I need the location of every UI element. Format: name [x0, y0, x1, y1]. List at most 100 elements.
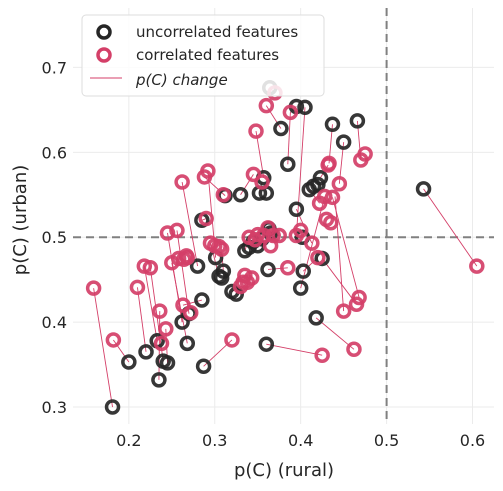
legend-marker-uncorrelated [96, 24, 112, 40]
correlated-point-7 [158, 321, 174, 337]
change-line-13 [201, 218, 207, 221]
x-tick-label-0: 0.2 [116, 431, 141, 450]
correlated-point-32 [243, 270, 260, 286]
y-tick-label-3: 0.6 [42, 143, 67, 162]
uncorrelated-point-1 [121, 354, 137, 370]
change-line-25 [266, 343, 323, 356]
uncorrelated-point-31 [260, 261, 276, 278]
change-line-0 [93, 288, 113, 408]
x-tick-label-4: 0.6 [460, 431, 485, 450]
correlated-point-0 [85, 280, 102, 296]
x-axis-label: p(C) (rural) [234, 460, 334, 481]
change-line-11 [182, 299, 202, 306]
correlated-point-60 [335, 303, 352, 319]
change-line-4 [143, 266, 158, 341]
uncorrelated-point-0 [104, 399, 121, 415]
tick-labels: 0.2 0.3 0.4 0.5 0.6 0.3 0.4 0.5 0.6 0.7 [42, 58, 486, 450]
uncorrelated-point-52 [415, 181, 432, 197]
correlated-point-33 [245, 166, 262, 183]
correlated-point-13 [175, 297, 191, 313]
correlated-point-20 [200, 163, 216, 179]
uncorrelated-point-45 [308, 310, 324, 326]
uncorrelated-point-10 [189, 258, 206, 274]
change-line-46 [332, 197, 360, 298]
change-lines [93, 87, 478, 408]
correlated-point-6 [153, 335, 170, 352]
uncorrelated-point-51 [349, 113, 366, 129]
uncorrelated-point-50 [335, 134, 352, 150]
change-line-38 [315, 317, 355, 350]
correlated-point-66 [469, 258, 485, 274]
change-line-26 [267, 267, 288, 270]
correlated-point-58 [324, 189, 341, 206]
correlated-point-26 [224, 332, 240, 348]
correlated-point-44 [271, 227, 287, 244]
change-line-44 [423, 188, 478, 267]
correlated-point-57 [323, 215, 339, 231]
uncorrelated-point-3 [151, 372, 167, 388]
y-tick-label-2: 0.5 [42, 228, 67, 247]
legend-box [81, 14, 325, 97]
x-tick-label-2: 0.4 [288, 431, 313, 450]
correlated-point-61 [346, 341, 362, 358]
correlated-point-5 [152, 303, 168, 319]
uncorrelated-point-12 [195, 358, 212, 375]
uncorrelated-point-21 [232, 187, 249, 203]
correlated-point-16 [179, 249, 196, 266]
uncorrelated-point-2 [138, 344, 154, 360]
correlated-point-63 [351, 289, 367, 306]
uncorrelated-point-35 [273, 120, 289, 137]
uncorrelated-point-16 [213, 270, 230, 286]
change-line-10 [181, 181, 199, 267]
legend-label-change: p(C) change [135, 71, 228, 89]
uncorrelated-point-47 [312, 170, 329, 186]
x-tick-label-3: 0.5 [374, 431, 399, 450]
legend-marker-correlated [96, 47, 112, 63]
correlated-point-48 [292, 222, 309, 239]
correlated-point-36 [249, 226, 266, 243]
legend-label-uncorrelated: uncorrelated features [136, 23, 298, 41]
legend: uncorrelated features correlated feature… [81, 14, 325, 97]
correlated-point-37 [254, 174, 270, 190]
change-line-40 [321, 258, 357, 305]
correlated-point-17 [182, 305, 199, 321]
correlated-point-42 [265, 227, 281, 244]
y-tick-label-1: 0.4 [42, 313, 67, 332]
correlated-point-65 [357, 146, 373, 162]
legend-label-correlated: correlated features [136, 46, 279, 64]
correlated-point-49 [304, 235, 320, 251]
change-line-31 [287, 112, 291, 165]
y-tick-label-0: 0.3 [42, 398, 67, 417]
y-axis-label: p(C) (urban) [10, 165, 31, 275]
uncorrelated-point-42 [297, 99, 313, 116]
uncorrelated-point-30 [258, 336, 275, 352]
correlated-point-24 [213, 241, 230, 257]
uncorrelated-point-36 [280, 156, 296, 172]
correlated-point-56 [321, 155, 337, 172]
correlated-point-39 [258, 97, 275, 114]
uncorrelated-point-38 [288, 201, 305, 217]
uncorrelated-point-39 [292, 280, 309, 296]
correlated-point-35 [248, 123, 264, 139]
change-line-8 [171, 262, 188, 344]
uncorrelated-point-11 [194, 292, 210, 308]
correlated-point-52 [314, 347, 330, 363]
correlated-point-46 [282, 104, 299, 121]
correlated-point-59 [331, 175, 348, 192]
change-line-24 [255, 131, 265, 178]
uncorrelated-point-17 [215, 263, 232, 279]
correlated-point-4 [142, 260, 159, 276]
change-line-30 [265, 105, 282, 129]
uncorrelated-point-41 [295, 263, 312, 279]
correlated-point-45 [280, 260, 296, 276]
change-line-1 [113, 339, 130, 363]
correlated-point-25 [215, 187, 232, 203]
correlated-point-10 [169, 222, 185, 239]
uncorrelated-point-8 [179, 335, 196, 352]
correlated-point-19 [198, 210, 214, 227]
change-line-45 [334, 196, 345, 312]
y-tick-label-4: 0.7 [42, 58, 67, 77]
uncorrelated-point-6 [159, 355, 176, 371]
change-line-20 [240, 174, 254, 196]
